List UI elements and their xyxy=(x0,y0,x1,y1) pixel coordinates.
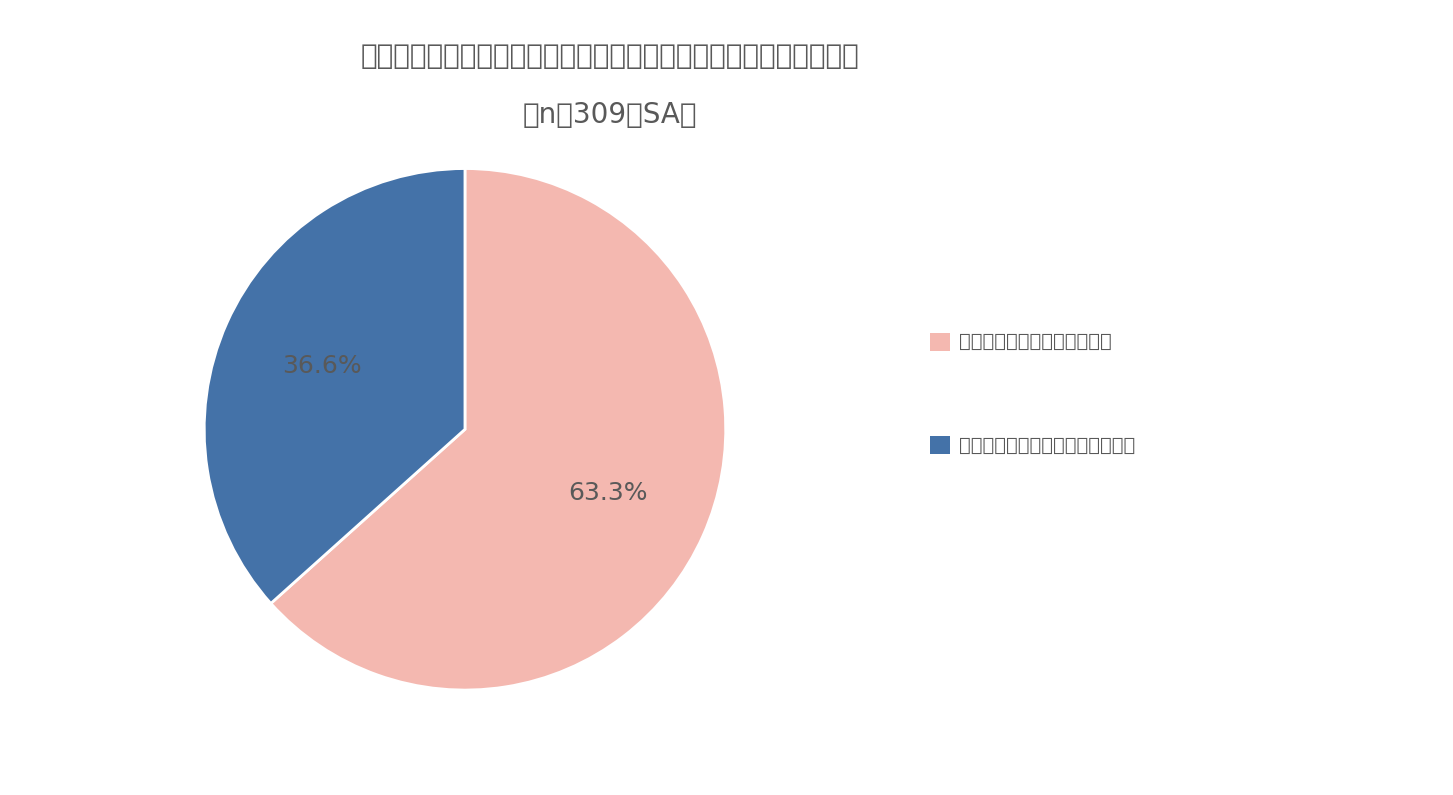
Text: （n＝309、SA）: （n＝309、SA） xyxy=(523,101,697,130)
Text: 63.3%: 63.3% xyxy=(568,481,648,505)
Text: どなたにも事業承継させたくない: どなたにも事業承継させたくない xyxy=(959,436,1135,455)
Text: どなたかに事業承継させたい: どなたかに事業承継させたい xyxy=(959,332,1112,351)
Text: 36.6%: 36.6% xyxy=(282,355,362,378)
Wedge shape xyxy=(270,169,725,690)
Text: ご自身が経営する会社をどなたかに事業承継させたいと思いますか: ご自身が経営する会社をどなたかに事業承継させたいと思いますか xyxy=(360,41,860,70)
Wedge shape xyxy=(205,169,465,603)
